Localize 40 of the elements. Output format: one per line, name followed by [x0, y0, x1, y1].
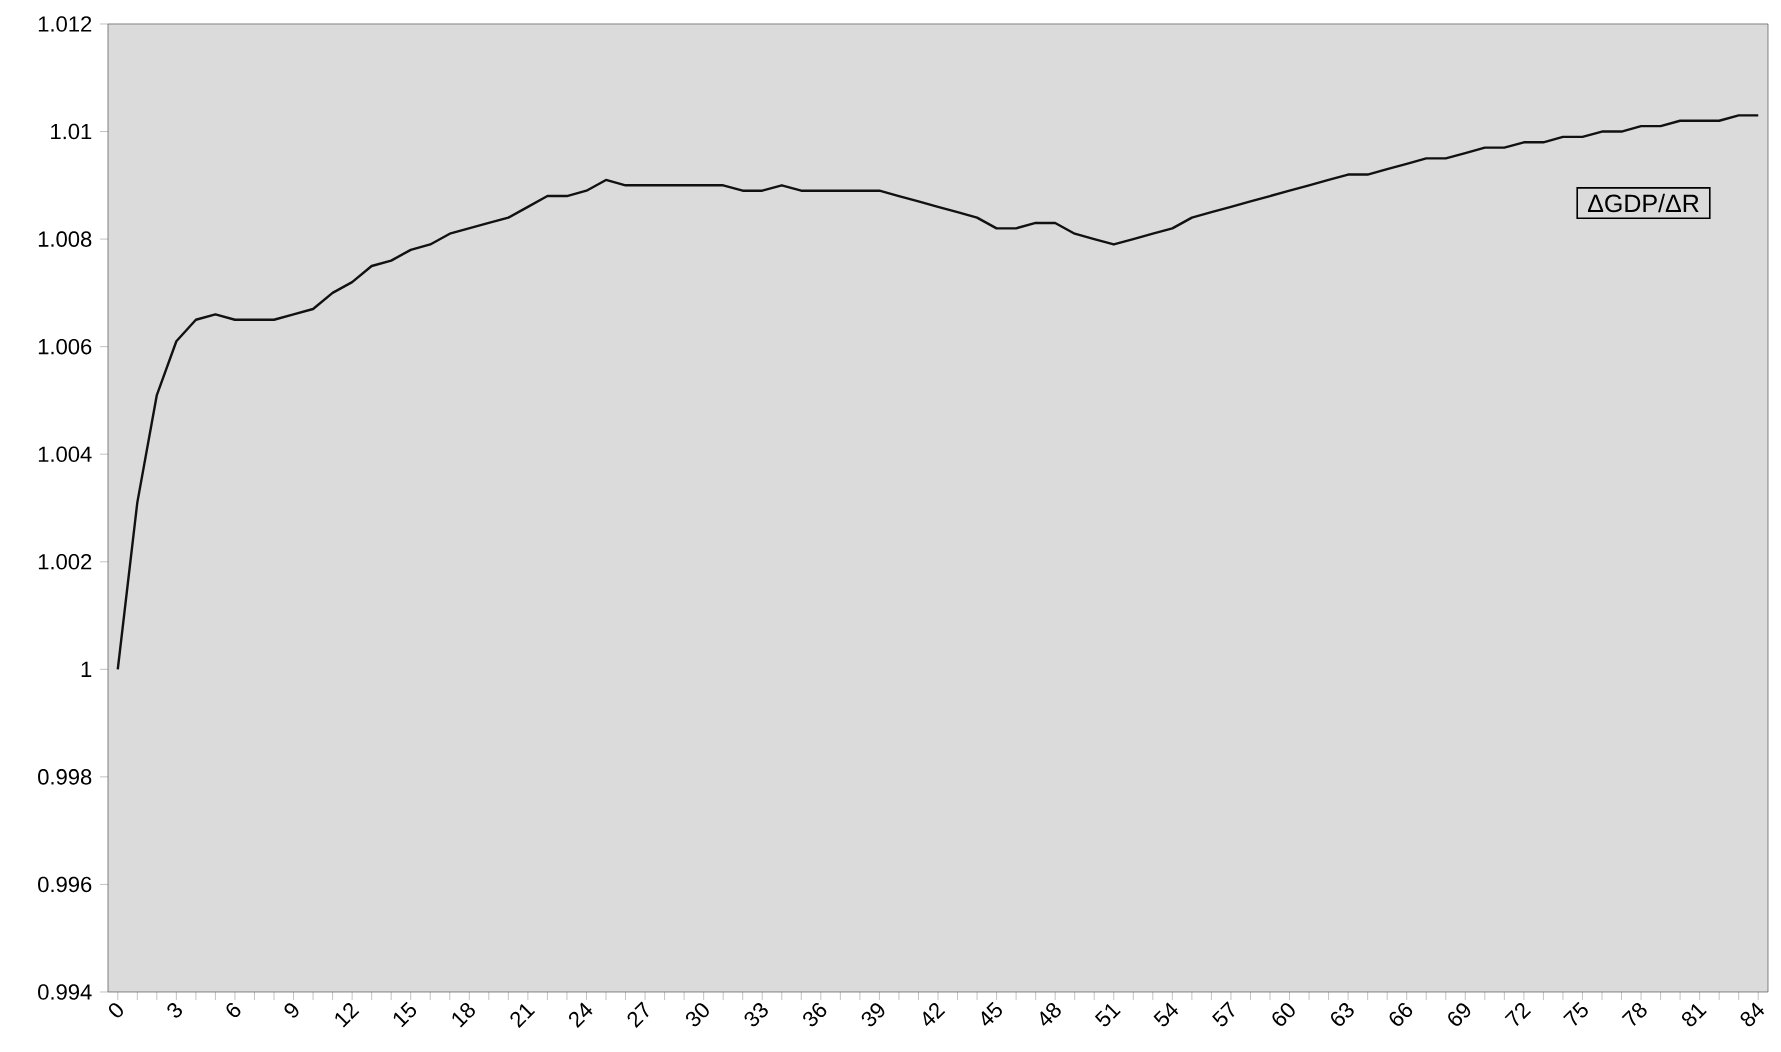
- x-tick-label: 15: [393, 1001, 417, 1028]
- y-tick-label: 0.994: [38, 984, 92, 1000]
- y-tick-label: 1.012: [38, 16, 92, 32]
- y-tick-label: 1.004: [38, 446, 92, 462]
- x-tick-label: 21: [510, 1004, 536, 1028]
- x-tick-label: 27: [627, 1001, 649, 1028]
- x-tick-label: 60: [1272, 1003, 1295, 1026]
- x-tick-label: 84: [1740, 1002, 1765, 1027]
- x-tick-label: 54: [1153, 1002, 1179, 1027]
- x-tick-label: 66: [1389, 1003, 1413, 1026]
- x-tick-label: 42: [923, 1003, 946, 1026]
- x-tick-label: 24: [568, 1002, 593, 1028]
- y-tick-label: 1.01: [51, 123, 92, 140]
- x-tick-label: 51: [1094, 1003, 1121, 1027]
- y-tick-label: 0.998: [38, 769, 92, 785]
- x-tick-label: 78: [1621, 1003, 1647, 1026]
- x-tick-label: 72: [1504, 1003, 1532, 1026]
- y-tick-label: 1.006: [38, 338, 92, 355]
- x-tick-label: 0: [108, 1003, 123, 1018]
- x-tick-label: 45: [981, 1001, 1002, 1026]
- x-tick-label: 57: [1212, 1001, 1235, 1027]
- x-tick-label: 75: [1563, 1001, 1588, 1026]
- y-tick-label: 1.008: [38, 231, 92, 247]
- y-tick-label: 1: [81, 661, 92, 677]
- x-tick-label: 6: [226, 1003, 241, 1018]
- x-tick-label: 18: [452, 1003, 475, 1028]
- x-tick-label: 39: [861, 1003, 885, 1027]
- x-tick-label: 3: [167, 1003, 182, 1018]
- x-tick-label: 12: [335, 1003, 360, 1028]
- x-tick-label: 9: [284, 1003, 299, 1018]
- x-tick-label: 36: [803, 1003, 827, 1027]
- x-tick-label: 63: [1331, 1003, 1354, 1026]
- y-tick-label: 0.996: [38, 876, 92, 893]
- x-tick-label: 69: [1448, 1003, 1471, 1026]
- x-tick-label: 81: [1681, 1003, 1707, 1027]
- x-tick-label: 33: [744, 1003, 768, 1027]
- x-tick-label: 48: [1040, 1003, 1061, 1026]
- y-tick-label: 1.002: [38, 553, 92, 570]
- text: ΔGDP/ΔR: [1587, 193, 1699, 213]
- x-tick-label: 30: [685, 1003, 709, 1027]
